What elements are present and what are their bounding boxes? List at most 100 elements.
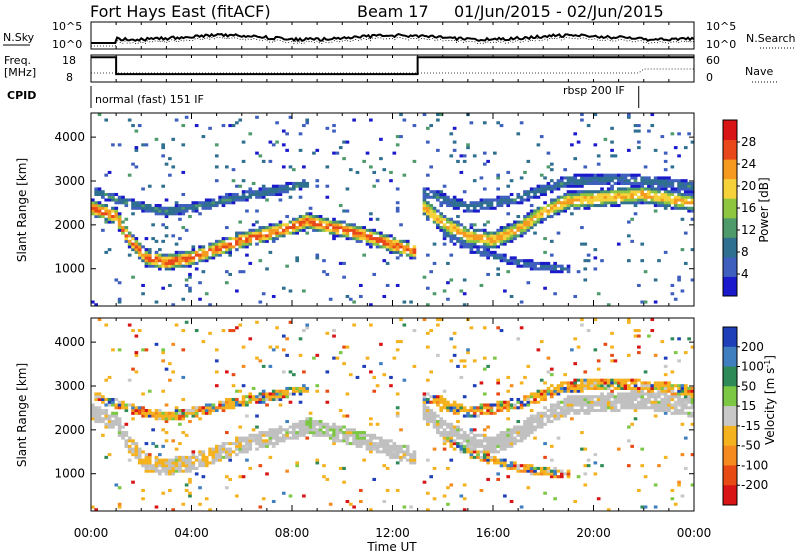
power-colorbar-swatch <box>723 139 737 160</box>
power-cell <box>436 223 440 227</box>
power-cell <box>298 228 303 232</box>
velocity-cell <box>543 422 547 426</box>
power-cell <box>566 267 571 271</box>
power-cell <box>449 203 454 208</box>
power-cell <box>637 190 641 194</box>
velocity-cell <box>101 408 105 413</box>
velocity-cell <box>164 464 169 468</box>
power-cell <box>637 283 641 287</box>
velocity-cell <box>352 433 356 437</box>
velocity-cell <box>526 422 531 426</box>
velocity-cell <box>496 400 500 404</box>
velocity-cell <box>509 384 514 388</box>
velocity-cell <box>663 406 668 410</box>
power-cell <box>442 289 447 293</box>
power-cell <box>275 234 279 238</box>
velocity-cell <box>613 400 618 404</box>
power-cell <box>543 176 547 180</box>
velocity-cell <box>482 326 487 330</box>
velocity-cell <box>677 395 681 399</box>
velocity-cell <box>593 461 598 465</box>
velocity-cell <box>653 403 658 407</box>
velocity-cell <box>690 403 695 407</box>
velocity-cell <box>231 373 236 377</box>
power-cell <box>278 223 283 227</box>
velocity-cell <box>469 447 474 451</box>
velocity-cell <box>379 436 383 440</box>
velocity-cell <box>549 389 554 393</box>
velocity-cell <box>144 414 149 418</box>
velocity-cell <box>647 397 651 402</box>
velocity-cell <box>147 461 152 465</box>
velocity-colorbar-swatch <box>723 327 737 348</box>
velocity-cell <box>171 417 176 421</box>
velocity-cell <box>482 403 487 407</box>
power-cell <box>516 234 521 238</box>
power-cell <box>496 176 500 180</box>
power-cell <box>439 195 444 199</box>
power-cell <box>158 209 162 213</box>
velocity-cell <box>248 447 253 451</box>
nave-tick-low: 0 <box>706 71 713 84</box>
power-cell <box>687 190 691 194</box>
velocity-cell <box>657 464 661 468</box>
velocity-cell <box>385 466 390 470</box>
power-cell <box>107 170 112 174</box>
velocity-cell <box>255 447 259 451</box>
velocity-cell <box>117 486 122 490</box>
velocity-cell <box>506 403 511 407</box>
velocity-cell <box>456 406 460 410</box>
power-cell <box>225 198 229 202</box>
power-cell <box>486 159 490 163</box>
power-cell <box>97 192 102 197</box>
velocity-cell <box>583 472 588 476</box>
velocity-cell <box>560 384 564 388</box>
velocity-cell <box>616 447 621 451</box>
velocity-colorbar-tick: -50 <box>741 439 761 453</box>
power-cell <box>191 245 196 249</box>
velocity-cell <box>690 483 695 487</box>
velocity-cell <box>385 488 390 492</box>
velocity-cell <box>553 497 557 501</box>
velocity-cell <box>194 458 199 462</box>
velocity-cell <box>466 414 470 418</box>
power-cell <box>472 228 477 232</box>
power-cell <box>251 223 256 227</box>
power-cell <box>305 231 310 235</box>
power-cell <box>275 187 279 191</box>
velocity-cell <box>466 436 470 440</box>
velocity-cell <box>623 386 628 390</box>
velocity-cell <box>104 408 109 413</box>
power-cell <box>563 198 567 202</box>
power-cell <box>134 129 139 133</box>
power-cell <box>596 176 601 180</box>
velocity-cell <box>225 442 229 446</box>
velocity-cell <box>653 392 658 396</box>
velocity-cell <box>680 453 685 457</box>
power-cell <box>503 289 507 293</box>
velocity-cell <box>506 433 511 437</box>
velocity-cell <box>258 444 263 448</box>
velocity-cell <box>164 466 169 470</box>
power-cell <box>365 242 370 246</box>
velocity-cell <box>422 411 427 415</box>
velocity-cell <box>365 433 370 437</box>
velocity-cell <box>107 453 112 457</box>
velocity-cell <box>265 472 269 476</box>
velocity-cell <box>536 400 541 404</box>
power-cell <box>580 113 584 117</box>
velocity-cell <box>459 403 464 407</box>
power-cell <box>379 234 383 238</box>
power-cell <box>235 239 239 243</box>
power-cell <box>690 206 695 210</box>
power-cell <box>214 250 219 254</box>
power-cell <box>265 198 269 202</box>
power-cell <box>225 248 229 252</box>
velocity-cell <box>476 414 480 418</box>
power-cell <box>255 237 259 241</box>
velocity-cell <box>596 395 601 399</box>
power-cell <box>610 184 614 188</box>
power-cell <box>529 223 534 227</box>
velocity-cell <box>519 428 524 432</box>
power-cell <box>476 237 480 241</box>
